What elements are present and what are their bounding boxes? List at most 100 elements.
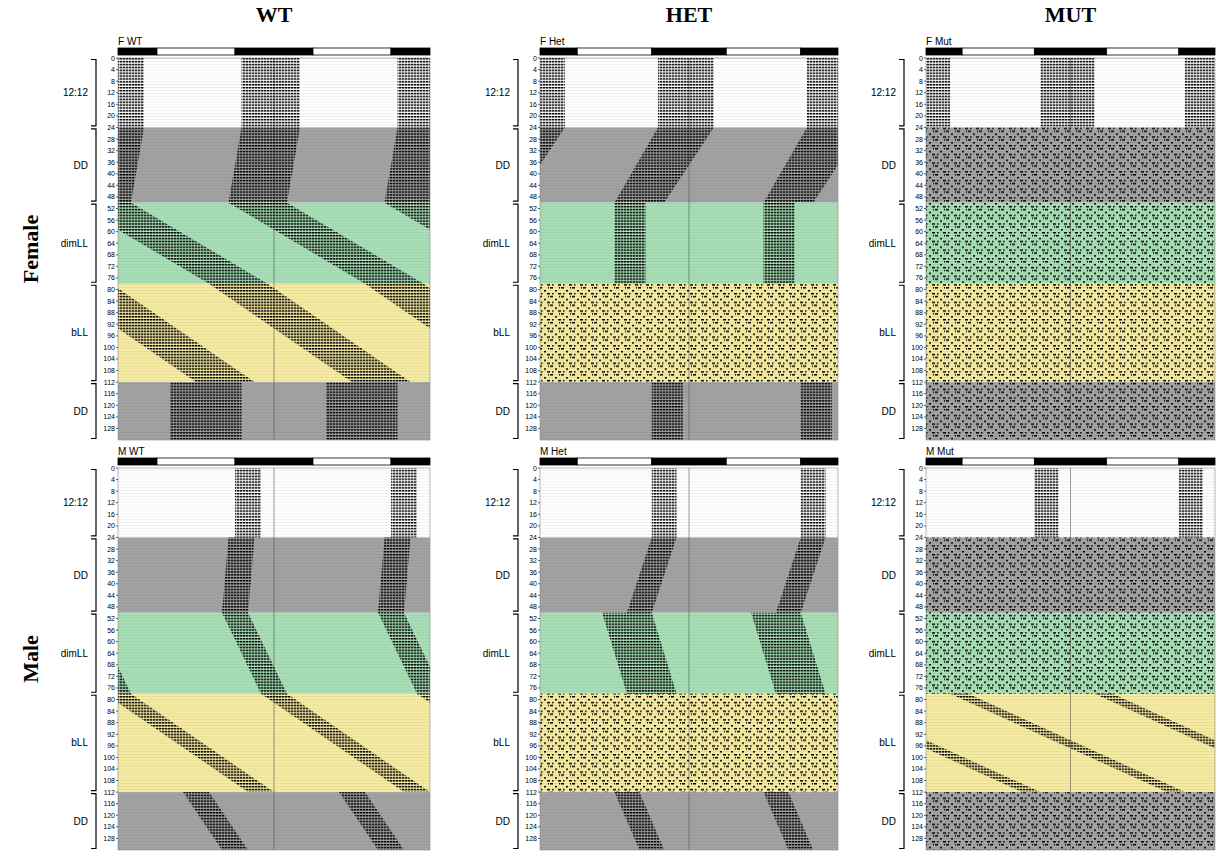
y-tick <box>538 196 540 197</box>
light-bar-segment <box>118 458 157 465</box>
y-tick-label: 124 <box>911 413 923 420</box>
diffuse-activity <box>926 382 1215 440</box>
activity-band <box>242 58 301 127</box>
y-tick-label: 48 <box>529 603 537 610</box>
section-label: bLL <box>879 327 896 338</box>
y-tick <box>538 792 540 793</box>
y-tick <box>538 127 540 128</box>
y-tick-label: 84 <box>107 708 115 715</box>
y-tick-label: 0 <box>111 465 115 472</box>
y-tick-label: 8 <box>919 488 923 495</box>
y-tick-label: 116 <box>526 390 537 397</box>
y-tick <box>116 780 118 781</box>
y-tick-label: 104 <box>525 765 537 772</box>
y-tick <box>924 711 926 712</box>
y-tick <box>924 358 926 359</box>
y-tick <box>924 664 926 665</box>
y-tick <box>924 699 926 700</box>
y-tick-label: 48 <box>529 193 537 200</box>
y-tick-label: 32 <box>529 147 537 154</box>
y-tick-label: 44 <box>915 592 923 599</box>
light-bar-segment <box>313 48 391 55</box>
y-tick-label: 96 <box>107 742 115 749</box>
light-bar-segment <box>235 48 313 55</box>
light-bar-segment <box>1034 48 1106 55</box>
y-tick-label: 76 <box>529 684 537 691</box>
y-tick <box>924 780 926 781</box>
y-tick <box>116 792 118 793</box>
light-bar-segment <box>801 458 838 465</box>
y-tick-label: 104 <box>911 355 923 362</box>
y-tick-label: 120 <box>525 402 537 409</box>
y-tick <box>538 428 540 429</box>
y-tick-label: 16 <box>529 511 537 518</box>
section-bracket <box>899 794 904 849</box>
y-tick <box>116 127 118 128</box>
y-tick-label: 88 <box>107 309 115 316</box>
condition-section <box>926 537 1215 612</box>
light-bar-segment <box>652 458 727 465</box>
y-tick <box>924 803 926 804</box>
activity-band <box>615 127 714 202</box>
y-tick <box>924 347 926 348</box>
y-tick-label: 68 <box>915 251 923 258</box>
y-tick-label: 128 <box>103 835 115 842</box>
y-tick-label: 76 <box>107 684 115 691</box>
y-tick <box>538 115 540 116</box>
y-tick <box>116 572 118 573</box>
activity-band <box>378 537 411 612</box>
y-tick <box>924 826 926 827</box>
y-tick-label: 100 <box>525 754 537 761</box>
y-tick-label: 48 <box>915 603 923 610</box>
y-tick <box>116 393 118 394</box>
activity-band <box>540 127 565 202</box>
section-bracket <box>91 204 96 282</box>
y-tick <box>924 69 926 70</box>
activity-band <box>229 203 424 284</box>
activity-band <box>1034 468 1058 537</box>
light-bar-segment <box>726 458 801 465</box>
y-tick <box>538 803 540 804</box>
y-tick <box>924 757 926 758</box>
activity-band <box>652 468 677 537</box>
y-tick-label: 36 <box>529 159 537 166</box>
y-tick-label: 56 <box>529 217 537 224</box>
y-tick <box>924 382 926 383</box>
y-tick <box>538 687 540 688</box>
y-tick <box>116 312 118 313</box>
y-tick <box>924 491 926 492</box>
activity-band <box>378 613 430 694</box>
y-tick <box>116 838 118 839</box>
y-tick-label: 68 <box>529 661 537 668</box>
y-tick <box>538 502 540 503</box>
y-tick <box>538 711 540 712</box>
y-tick-label: 92 <box>107 321 115 328</box>
section-bracket <box>513 539 518 611</box>
y-tick <box>924 768 926 769</box>
y-tick <box>538 104 540 105</box>
section-label: 12:12 <box>485 87 510 98</box>
y-tick-label: 68 <box>107 661 115 668</box>
light-bar-segment <box>652 48 727 55</box>
y-tick-label: 60 <box>915 228 923 235</box>
y-tick-label: 76 <box>915 274 923 281</box>
y-tick <box>116 745 118 746</box>
y-tick <box>924 220 926 221</box>
activity-band <box>926 58 950 127</box>
activity-band <box>950 694 1185 792</box>
y-tick-label: 100 <box>103 754 115 761</box>
y-tick <box>538 757 540 758</box>
y-tick-label: 104 <box>103 355 115 362</box>
y-tick <box>538 358 540 359</box>
y-tick <box>538 745 540 746</box>
y-tick-label: 128 <box>525 425 537 432</box>
condition-section <box>926 127 1215 202</box>
y-tick-label: 80 <box>107 696 115 703</box>
y-tick <box>116 243 118 244</box>
y-tick-label: 24 <box>107 124 115 131</box>
y-tick-label: 88 <box>915 719 923 726</box>
y-tick-label: 72 <box>107 263 115 270</box>
y-tick-label: 12 <box>107 499 115 506</box>
section-bracket <box>91 614 96 692</box>
section-bracket <box>513 794 518 849</box>
